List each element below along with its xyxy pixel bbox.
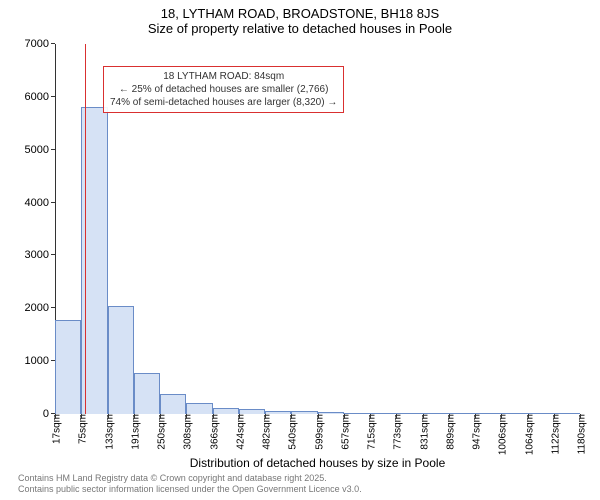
y-tick-label: 2000 <box>25 302 55 314</box>
y-tick-mark <box>51 43 55 44</box>
x-tick-label: 773sqm <box>389 414 404 450</box>
y-tick-mark <box>51 202 55 203</box>
y-tick-label: 3000 <box>25 249 55 261</box>
x-tick-mark <box>265 414 266 418</box>
x-tick-label: 1006sqm <box>494 414 509 455</box>
histogram-bar <box>318 412 344 414</box>
x-tick-label: 1180sqm <box>573 414 588 454</box>
x-tick-mark <box>344 414 345 418</box>
x-tick-mark <box>81 414 82 418</box>
x-tick-label: 75sqm <box>74 414 89 444</box>
y-tick-label: 7000 <box>25 38 55 50</box>
x-tick-mark <box>213 414 214 418</box>
x-tick-label: 424sqm <box>231 414 246 450</box>
title-line2: Size of property relative to detached ho… <box>0 21 600 40</box>
x-tick-label: 715sqm <box>363 414 378 450</box>
footer-line-1: Contains HM Land Registry data © Crown c… <box>18 473 362 485</box>
x-tick-label: 831sqm <box>415 414 430 450</box>
x-tick-mark <box>501 414 502 418</box>
x-tick-mark <box>160 414 161 418</box>
y-tick-label: 1000 <box>25 355 55 367</box>
y-tick-mark <box>51 149 55 150</box>
y-tick-label: 6000 <box>25 91 55 103</box>
x-tick-label: 133sqm <box>100 414 115 450</box>
x-tick-mark <box>186 414 187 418</box>
histogram-bar <box>108 306 134 414</box>
x-tick-label: 308sqm <box>179 414 194 450</box>
histogram-bar <box>55 320 81 414</box>
x-tick-mark <box>55 414 56 418</box>
histogram-bar <box>528 413 554 414</box>
annotation-line-3: 74% of semi-detached houses are larger (… <box>110 96 337 109</box>
y-tick-mark <box>51 254 55 255</box>
chart-container: 18, LYTHAM ROAD, BROADSTONE, BH18 8JS Si… <box>0 0 600 500</box>
x-tick-label: 540sqm <box>284 414 299 450</box>
x-tick-mark <box>554 414 555 418</box>
y-tick-label: 5000 <box>25 144 55 156</box>
annotation-box: 18 LYTHAM ROAD: 84sqm ← 25% of detached … <box>103 66 344 113</box>
x-tick-mark <box>423 414 424 418</box>
annotation-line-1: 18 LYTHAM ROAD: 84sqm <box>110 70 337 83</box>
x-tick-mark <box>318 414 319 418</box>
x-tick-label: 599sqm <box>310 414 325 450</box>
y-tick-mark <box>51 96 55 97</box>
x-tick-label: 1064sqm <box>520 414 535 455</box>
histogram-bar <box>344 413 370 414</box>
histogram-bar <box>265 411 291 414</box>
x-tick-label: 947sqm <box>468 414 483 450</box>
histogram-bar <box>186 403 212 414</box>
x-tick-mark <box>475 414 476 418</box>
histogram-bar <box>554 413 580 414</box>
annotation-line-2: ← 25% of detached houses are smaller (2,… <box>110 83 337 96</box>
x-axis-label: Distribution of detached houses by size … <box>190 456 446 470</box>
x-tick-label: 482sqm <box>258 414 273 450</box>
histogram-bar <box>291 411 317 414</box>
histogram-bar <box>239 409 265 414</box>
x-tick-label: 657sqm <box>336 414 351 450</box>
plot-area: Number of detached properties Distributi… <box>55 44 580 414</box>
x-tick-label: 1122sqm <box>546 414 561 454</box>
x-tick-label: 889sqm <box>441 414 456 450</box>
x-tick-mark <box>449 414 450 418</box>
x-tick-mark <box>239 414 240 418</box>
x-tick-label: 17sqm <box>48 414 63 444</box>
histogram-bar <box>213 408 239 414</box>
x-tick-mark <box>580 414 581 418</box>
y-tick-mark <box>51 307 55 308</box>
histogram-bar <box>370 413 396 414</box>
x-tick-label: 366sqm <box>205 414 220 450</box>
histogram-bar <box>501 413 527 414</box>
histogram-bar <box>449 413 475 414</box>
histogram-bar <box>396 413 422 414</box>
title-line1: 18, LYTHAM ROAD, BROADSTONE, BH18 8JS <box>0 0 600 21</box>
x-tick-mark <box>396 414 397 418</box>
x-tick-mark <box>291 414 292 418</box>
footer-line-2: Contains public sector information licen… <box>18 484 362 496</box>
footer-attribution: Contains HM Land Registry data © Crown c… <box>18 473 362 496</box>
histogram-bar <box>475 413 501 414</box>
x-tick-mark <box>370 414 371 418</box>
histogram-bar <box>134 373 160 414</box>
x-tick-mark <box>134 414 135 418</box>
x-tick-label: 191sqm <box>126 414 141 450</box>
x-tick-label: 250sqm <box>153 414 168 450</box>
histogram-bar <box>160 394 186 414</box>
histogram-bar <box>423 413 449 414</box>
y-tick-label: 4000 <box>25 197 55 209</box>
x-tick-mark <box>528 414 529 418</box>
x-tick-mark <box>108 414 109 418</box>
property-marker-line <box>85 44 86 414</box>
